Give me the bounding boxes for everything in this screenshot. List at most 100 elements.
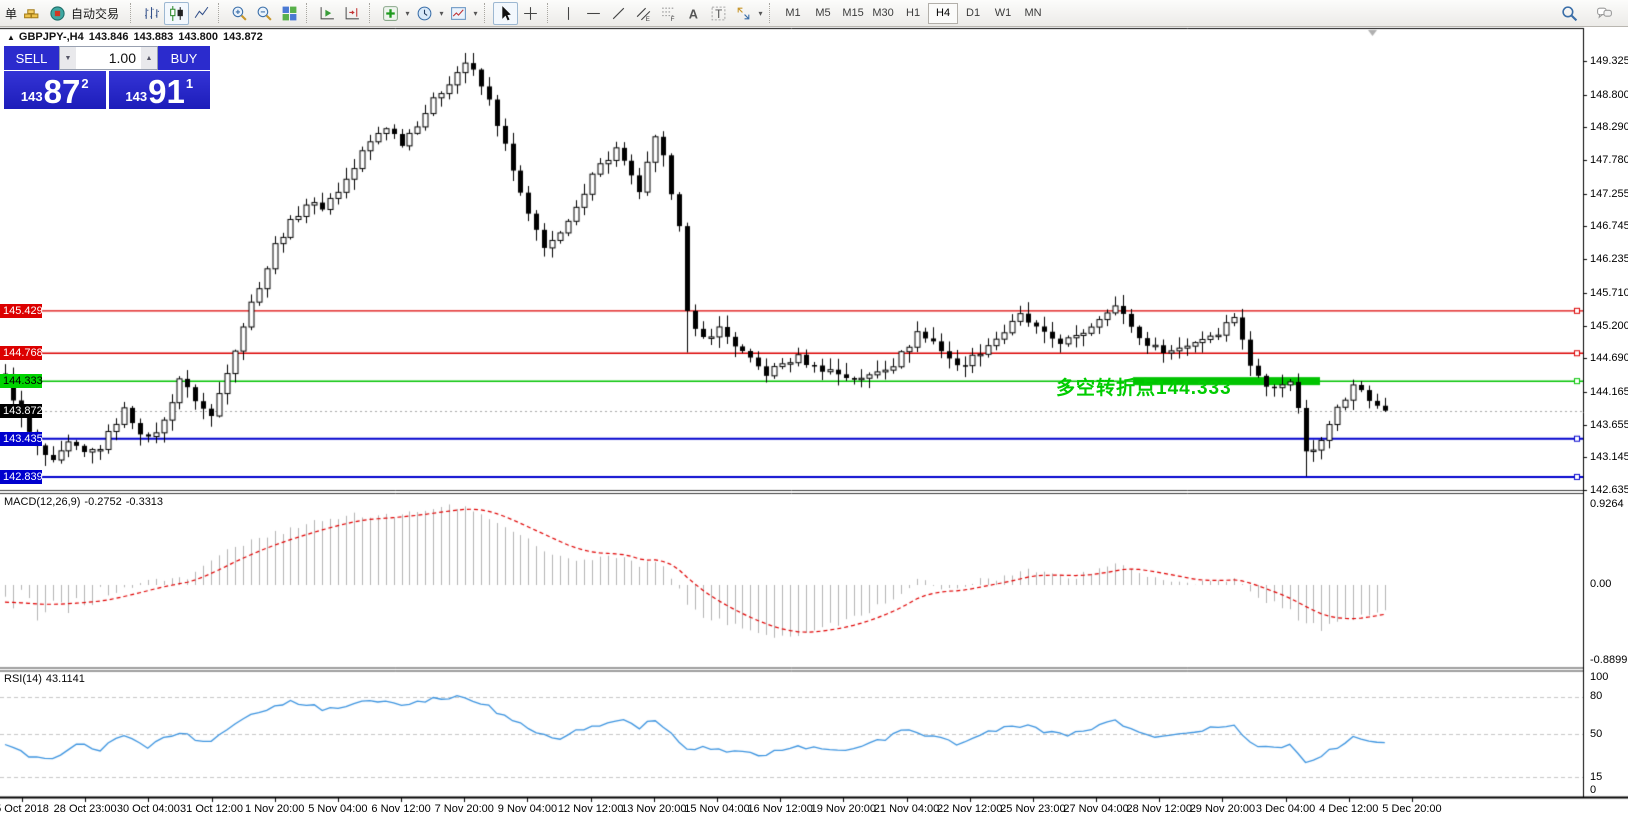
search-button[interactable] — [1557, 2, 1582, 25]
date-label: 27 Nov 04:00 — [1063, 803, 1129, 815]
channel-tool-icon: E — [636, 7, 651, 22]
date-label: 28 Nov 12:00 — [1126, 803, 1192, 815]
cursor-button[interactable] — [493, 1, 519, 25]
timeframe-w1-button[interactable]: W1 — [988, 3, 1018, 24]
ohlc-open: 143.846 — [88, 31, 129, 43]
toolbar-separator — [484, 3, 489, 23]
candlestick-chart-button[interactable] — [164, 1, 190, 25]
date-label: 21 Nov 04:00 — [873, 803, 940, 815]
timeframe-m5-button[interactable]: M5 — [808, 3, 838, 24]
chevron-up-icon: ▲ — [145, 54, 153, 62]
dropdown-arrow-icon[interactable]: ▾ — [439, 8, 444, 18]
sell-button[interactable]: SELL — [4, 46, 59, 70]
sell-price-point: 2 — [81, 76, 89, 91]
buy-price-point: 1 — [185, 76, 194, 91]
price-tick-label: 143.655 — [1590, 418, 1628, 431]
dropdown-arrow-icon[interactable]: ▾ — [405, 8, 410, 18]
new-order-label[interactable]: 单 — [5, 6, 18, 21]
ohlc-high: 143.883 — [133, 31, 174, 43]
tile-windows-button[interactable] — [277, 2, 302, 25]
zoom-out-icon — [257, 6, 272, 21]
bar-chart-button[interactable] — [139, 2, 164, 25]
autotrading-label: 自动交易 — [71, 6, 120, 21]
date-label: 5 Nov 04:00 — [308, 803, 368, 815]
volume-spinner: ▼ ▲ — [59, 46, 158, 70]
buy-button[interactable]: BUY — [158, 46, 210, 70]
trend-up-icon: ▲ — [7, 33, 15, 42]
price-tick-label: 144.690 — [1590, 352, 1628, 365]
periods-button[interactable] — [412, 2, 437, 25]
timeframe-d1-button[interactable]: D1 — [958, 3, 988, 24]
price-tick-label: 147.255 — [1590, 187, 1628, 200]
date-label: 5 Dec 20:00 — [1382, 803, 1442, 815]
buy-price-quote[interactable]: 143 91 1 — [108, 71, 210, 110]
text-label-button[interactable]: T — [706, 2, 731, 25]
timeframe-m15-button[interactable]: M15 — [838, 3, 868, 24]
buy-price-prefix: 143 — [125, 89, 148, 104]
rsi-scale-label: 0 — [1590, 784, 1597, 796]
dropdown-arrow-icon[interactable]: ▾ — [758, 8, 763, 18]
dropdown-arrow-icon[interactable]: ▾ — [473, 8, 478, 18]
timeframe-mn-button[interactable]: MN — [1018, 3, 1048, 24]
buy-price-pips: 91 — [148, 73, 185, 110]
timeframe-h1-button[interactable]: H1 — [898, 3, 928, 24]
zoom-in-button[interactable] — [227, 2, 252, 25]
chart-shift-button[interactable] — [340, 2, 365, 25]
horizontal-line-button[interactable] — [581, 2, 606, 25]
price-badge: 143.872 — [0, 403, 43, 418]
date-label: 6 Nov 12:00 — [371, 803, 431, 815]
toolbar-separator — [369, 3, 374, 23]
rsi-scale-label: 15 — [1590, 771, 1603, 783]
autotrading-button[interactable]: 自动交易 — [44, 2, 126, 25]
template-icon — [451, 6, 466, 20]
price-tick-label: 144.165 — [1590, 385, 1628, 398]
indicators-button[interactable] — [378, 2, 403, 25]
crosshair-icon — [524, 6, 537, 20]
text-button[interactable]: A — [681, 2, 706, 25]
one-click-trading-panel: SELL ▼ ▲ BUY 143 87 2 143 91 1 — [4, 46, 210, 109]
symbol-info-bar: ▲ GBPJPY-,H4 143.846 143.883 143.800 143.872 — [7, 31, 268, 43]
date-label: 4 Dec 12:00 — [1319, 803, 1379, 815]
line-chart-button[interactable] — [189, 2, 214, 25]
sell-price-quote[interactable]: 143 87 2 — [4, 71, 106, 109]
auto-scroll-button[interactable] — [315, 2, 340, 25]
price-tick-label: 143.145 — [1590, 451, 1628, 464]
pivot-annotation-text: 多空转折点144.333 — [1056, 378, 1232, 399]
rsi-label: RSI(14) 43.1141 — [4, 673, 85, 685]
crosshair-button[interactable] — [518, 2, 543, 25]
arrows-button[interactable] — [731, 2, 756, 25]
toolbar-separator — [218, 3, 223, 23]
trendline-button[interactable] — [606, 2, 631, 25]
fibonacci-tool-icon: F — [662, 7, 675, 22]
horizontal-line-tool-icon — [587, 12, 600, 14]
rsi-value: 43.1141 — [45, 673, 85, 685]
volume-decrease-button[interactable]: ▼ — [60, 47, 76, 69]
volume-increase-button[interactable]: ▲ — [141, 47, 157, 69]
arrow-objects-icon — [737, 7, 750, 19]
add-indicator-icon — [383, 5, 398, 21]
fibonacci-button[interactable]: F — [656, 2, 681, 25]
macd-main-value: -0.2752 — [84, 496, 122, 508]
timeframe-h4-button[interactable]: H4 — [928, 2, 959, 24]
volume-input[interactable] — [76, 47, 141, 69]
channel-button[interactable]: E — [631, 2, 656, 25]
vertical-line-button[interactable] — [556, 2, 581, 25]
price-tick-label: 147.780 — [1590, 154, 1628, 167]
line-chart-icon — [194, 6, 209, 18]
timeframe-m30-button[interactable]: M30 — [868, 3, 898, 24]
templates-button[interactable] — [446, 2, 471, 25]
date-label: 1 Nov 20:00 — [245, 803, 305, 815]
tile-windows-icon — [282, 6, 297, 20]
trendline-tool-icon — [612, 7, 625, 19]
price-badge: 142.839 — [0, 469, 43, 484]
autotrading-icon — [49, 5, 66, 22]
auto-scroll-icon — [320, 6, 334, 19]
ohlc-low: 143.800 — [178, 31, 219, 43]
zoom-out-button[interactable] — [252, 2, 277, 25]
chat-button[interactable] — [1592, 2, 1617, 25]
svg-text:E: E — [646, 15, 650, 21]
gold-orders-icon[interactable] — [19, 2, 44, 25]
toolbar-separator — [306, 3, 311, 23]
timeframe-m1-button[interactable]: M1 — [778, 3, 808, 24]
